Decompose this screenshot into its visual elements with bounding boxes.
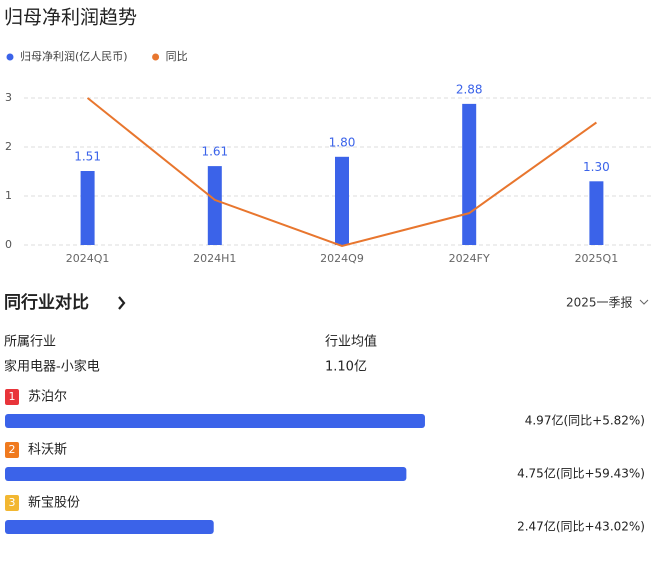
period-select[interactable]: 2025一季报 bbox=[566, 295, 633, 310]
rank-number: 3 bbox=[9, 496, 16, 509]
value-label: 1.80 bbox=[329, 135, 356, 149]
legend-swatch bbox=[152, 53, 160, 61]
y-tick-label: 2 bbox=[5, 140, 12, 153]
chevron[interactable] bbox=[118, 296, 126, 310]
rank-bar bbox=[5, 414, 425, 428]
x-tick-label: 2024Q9 bbox=[320, 252, 364, 265]
bar bbox=[335, 156, 349, 245]
bar bbox=[207, 166, 222, 245]
rank-value: 4.97亿(同比+5.82%) bbox=[525, 413, 645, 428]
rank-value: 2.47亿(同比+43.02%) bbox=[517, 519, 645, 534]
bar bbox=[80, 171, 95, 245]
chart-title: 归母净利润趋势 bbox=[4, 7, 137, 29]
x-tick-label: 2024Q1 bbox=[66, 252, 110, 265]
company-name: 科沃斯 bbox=[28, 443, 67, 458]
company-name: 新宝股份 bbox=[28, 495, 80, 511]
bar bbox=[589, 181, 604, 245]
value-label: 1.30 bbox=[583, 160, 610, 174]
rank-number: 1 bbox=[9, 390, 16, 403]
value-label: 1.61 bbox=[201, 145, 228, 159]
rank-bar bbox=[5, 520, 214, 534]
legend-label: 归母净利润(亿人民币) bbox=[20, 49, 128, 63]
value-label: 2.88 bbox=[456, 82, 483, 96]
bar bbox=[462, 103, 477, 245]
company-name: 苏泊尔 bbox=[28, 389, 67, 405]
legend-label: 同比 bbox=[166, 50, 188, 63]
y-tick-label: 1 bbox=[5, 189, 12, 202]
rank-value: 4.75亿(同比+59.43%) bbox=[517, 466, 645, 481]
x-tick-label: 2025Q1 bbox=[575, 252, 619, 265]
y-tick-label: 0 bbox=[5, 238, 12, 251]
rank-badge bbox=[5, 442, 19, 458]
rank-number: 2 bbox=[9, 443, 16, 456]
rank-badge bbox=[5, 495, 19, 511]
x-tick-label: 2024H1 bbox=[193, 252, 236, 265]
dropdown-icon[interactable] bbox=[639, 299, 649, 305]
header: 行业均值 bbox=[325, 334, 377, 350]
line bbox=[86, 97, 597, 248]
section-title[interactable]: 同行业对比 bbox=[4, 292, 89, 313]
rank-badge bbox=[5, 389, 19, 405]
value-label: 1.51 bbox=[74, 150, 101, 164]
header: 所属行业 bbox=[4, 335, 56, 350]
industry: 家用电器-小家电 bbox=[4, 359, 100, 375]
rank-bar bbox=[5, 467, 407, 481]
x-tick-label: 2024FY bbox=[449, 252, 490, 265]
y-tick-label: 3 bbox=[5, 91, 12, 104]
legend-swatch bbox=[6, 53, 14, 61]
industry-mean: 1.10亿 bbox=[325, 360, 367, 375]
